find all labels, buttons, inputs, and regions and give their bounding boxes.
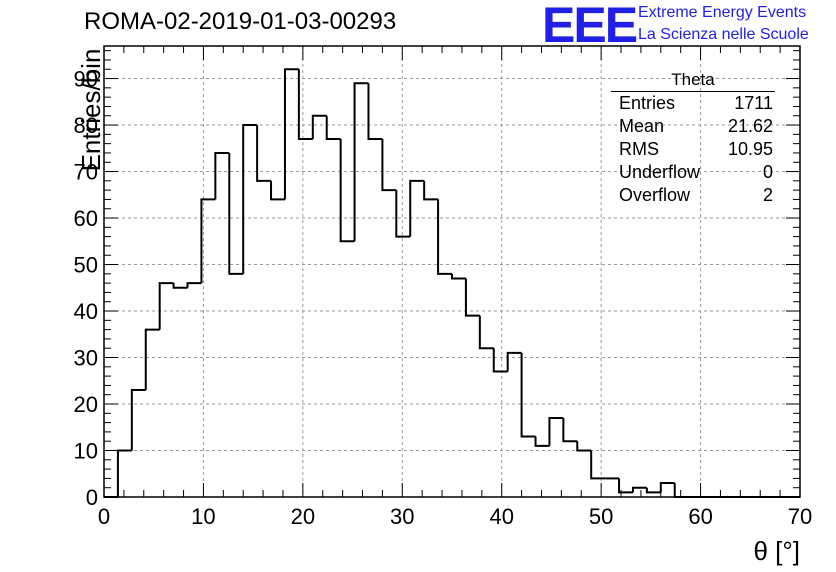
histogram-series	[104, 68, 800, 498]
plot-border	[103, 45, 801, 498]
x-tick-label: 40	[489, 504, 513, 529]
stats-row-mean: Mean 21.62	[611, 115, 775, 138]
histogram-bin	[283, 68, 299, 200]
run-title: ROMA-02-2019-01-03-00293	[84, 8, 397, 35]
histogram-bin	[270, 180, 285, 201]
histogram-bin	[256, 125, 272, 182]
histogram-bin	[353, 82, 369, 242]
y-tick-label: 80	[74, 113, 98, 138]
histogram-bin	[311, 114, 327, 139]
plot-frame	[103, 45, 801, 498]
stats-label: Entries	[619, 93, 676, 113]
histogram-bin	[506, 351, 522, 372]
histogram-bin	[645, 487, 661, 494]
stats-row-underflow: Underflow 0	[611, 161, 775, 184]
logo-text-line1: Extreme Energy Events	[638, 4, 807, 21]
histogram-bin	[618, 478, 633, 494]
x-tick-label: 20	[291, 504, 315, 529]
y-tick-label: 60	[74, 206, 98, 231]
y-tick-label: 0	[86, 485, 98, 510]
histogram-bin	[367, 83, 383, 140]
x-tick-label: 50	[589, 504, 613, 529]
histogram-bin	[631, 486, 647, 493]
histogram-bin	[520, 352, 536, 438]
stats-label: Overflow	[619, 185, 691, 205]
stats-label: Underflow	[619, 162, 701, 182]
histogram-bin	[381, 138, 397, 192]
histogram-bin	[478, 315, 494, 350]
statistics-box: Theta Entries 1711 Mean 21.62 RMS 10.95 …	[611, 70, 775, 207]
histogram-bin	[548, 416, 564, 446]
stats-title: Theta	[611, 70, 775, 92]
stats-value: 0	[762, 162, 773, 182]
histogram-bin	[437, 199, 452, 275]
histogram-bin	[395, 190, 411, 238]
histogram-bin	[325, 115, 341, 140]
x-axis-title: θ [°]	[753, 536, 800, 566]
histogram-bin	[200, 198, 216, 284]
histogram-bin	[214, 151, 230, 200]
stats-value: 21.62	[727, 116, 773, 136]
histogram-bin	[659, 482, 675, 493]
y-tick-label: 10	[74, 439, 98, 464]
histogram-bin	[590, 450, 606, 480]
x-tick-label: 10	[191, 504, 215, 529]
y-tick-label: 70	[74, 160, 98, 185]
x-tick-label: 60	[688, 504, 712, 529]
x-tick-label: 70	[788, 504, 812, 529]
stats-label: RMS	[619, 139, 659, 159]
x-tick-label: 0	[98, 504, 110, 529]
y-tick-label: 20	[74, 392, 98, 417]
histogram-bin	[534, 436, 550, 447]
y-tick-labels: 0 10 20 30 40 50 60 70 80 90	[74, 67, 98, 510]
histogram-bin	[409, 179, 425, 237]
stats-row-rms: RMS 10.95	[611, 138, 775, 161]
y-axis-title: Entries/bin	[76, 49, 106, 172]
stats-value: 2	[762, 185, 773, 205]
y-tick-label: 50	[74, 253, 98, 278]
eee-logo: EEE Extreme Energy Events La Scienza nel…	[542, 0, 832, 53]
histogram-bin	[576, 441, 592, 452]
stats-label: Mean	[619, 116, 665, 136]
y-tick-label: 30	[74, 346, 98, 371]
histogram-bin	[186, 282, 202, 288]
stats-row-overflow: Overflow 2	[611, 184, 775, 207]
grid-lines	[104, 46, 800, 497]
histogram-bin	[144, 328, 160, 391]
histogram-bin	[130, 389, 146, 451]
histogram-bin	[172, 283, 188, 289]
histogram-bin	[451, 273, 466, 280]
histogram-bin	[158, 282, 174, 330]
x-tick-label: 30	[390, 504, 414, 529]
y-tick-label: 40	[74, 299, 98, 324]
histogram-bin	[562, 417, 578, 443]
histogram-bin	[492, 348, 508, 373]
histogram-bin	[673, 483, 689, 498]
histogram-bin	[464, 278, 480, 317]
histogram-bin	[297, 69, 313, 140]
histogram-bin	[242, 124, 258, 274]
axis-ticks	[103, 46, 801, 498]
histogram-bin	[423, 180, 439, 201]
x-tick-labels: 0 10 20 30 40 50 60 70	[98, 504, 812, 529]
y-tick-label: 90	[74, 67, 98, 92]
stats-row-entries: Entries 1711	[611, 92, 775, 115]
stats-value: 1711	[734, 93, 773, 113]
logo-mark: EEE	[542, 0, 638, 53]
histogram-bin	[228, 152, 244, 275]
stats-value: 10.95	[727, 139, 773, 159]
histogram-bin	[116, 449, 132, 497]
logo-text-line2: La Scienza nelle Scuole	[638, 26, 809, 43]
histogram-bin	[339, 138, 355, 243]
